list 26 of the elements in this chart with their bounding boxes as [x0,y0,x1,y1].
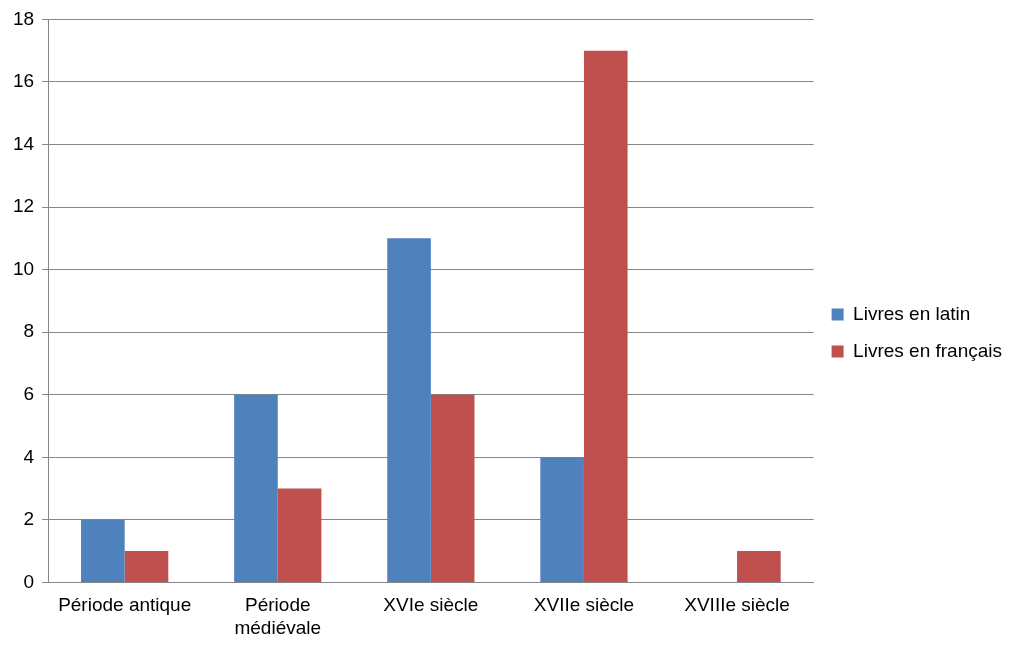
bar [124,551,169,582]
x-tick-label: XVIe siècle [383,594,479,616]
legend-label: Livres en français [853,339,1002,361]
x-tick-label: XVIIIe siècle [684,594,790,616]
x-tick-label: Période antique [58,594,192,616]
y-tick-label: 8 [23,320,35,342]
bar [737,551,781,582]
bar [540,457,584,582]
bar [277,488,322,582]
y-tick-label: 2 [23,508,35,530]
bar [583,50,628,582]
y-tick-label: 18 [12,7,35,29]
y-tick-label: 6 [23,382,35,404]
bar [234,394,278,582]
bar [430,394,475,582]
y-tick-label: 16 [12,70,35,92]
y-tick-label: 10 [12,257,35,279]
legend-label: Livres en latin [853,302,971,324]
x-tick-label: XVIIe siècle [533,594,635,616]
bar [81,519,125,582]
x-tick-label: Période médiévale [234,594,322,638]
y-tick-label: 0 [23,570,35,592]
y-tick-label: 14 [12,132,35,154]
y-tick-label: 12 [12,195,35,217]
y-tick-label: 4 [23,445,35,467]
bar [387,238,431,582]
